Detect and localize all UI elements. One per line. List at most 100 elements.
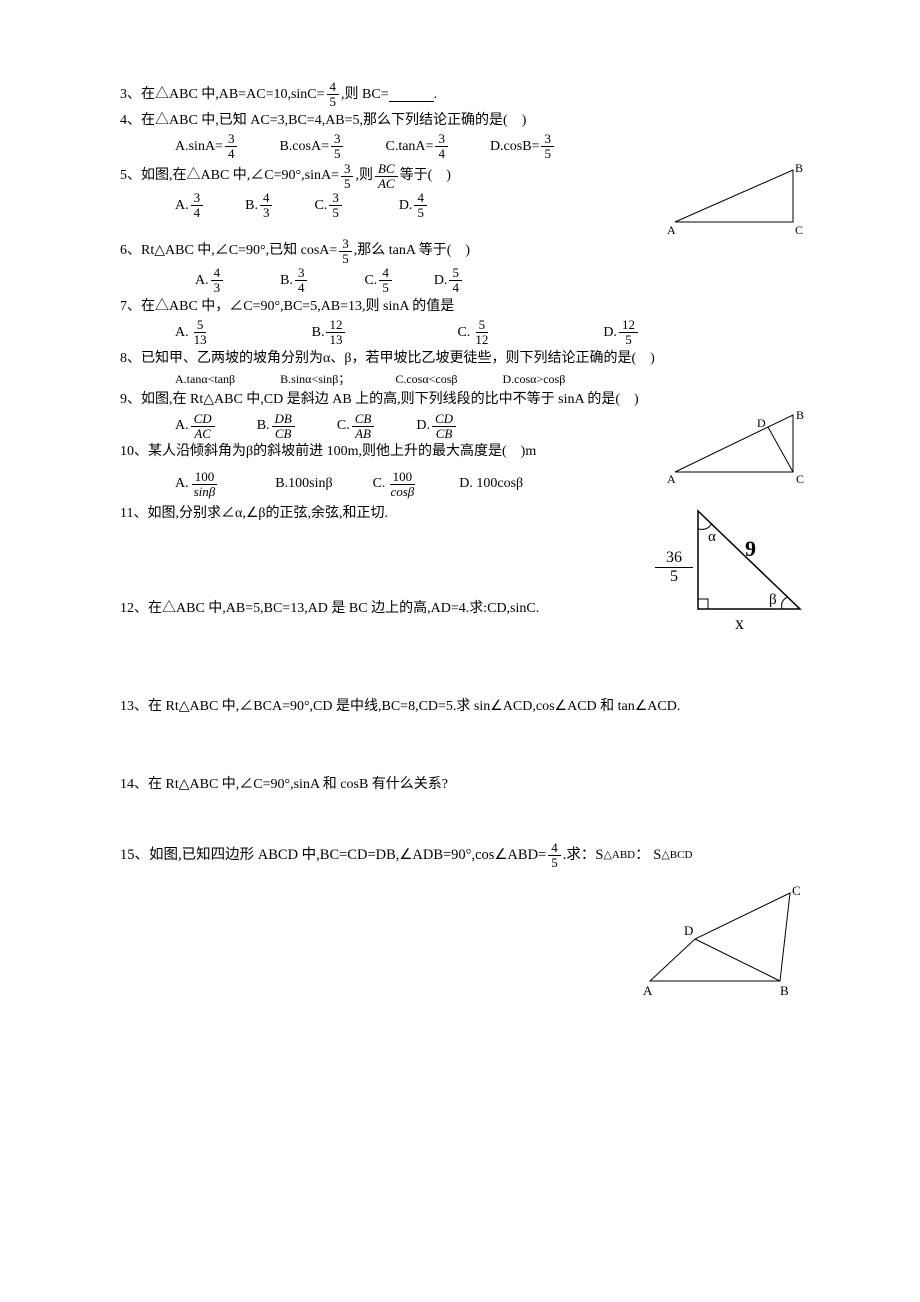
question-11: 11、 如图,分别求∠α,∠β的正弦,余弦,和正切. xyxy=(120,503,640,525)
q11-fig-5: 5 xyxy=(655,568,693,586)
q9-fig-D: D xyxy=(757,416,766,430)
q6-text-a: Rt△ABC 中,∠C=90°,已知 cosA= xyxy=(141,240,337,262)
q9-fig-A: A xyxy=(667,472,676,486)
q9-text: 如图,在 Rt△ABC 中,CD 是斜边 AB 上的高,则下列线段的比中不等于 … xyxy=(141,389,639,411)
q11-num: 11、 xyxy=(120,503,147,525)
q4-opt-c: C.tanA=34 xyxy=(385,132,449,162)
q9-opt-b: B.DBCB xyxy=(257,412,297,442)
q15-sub1: △ABD xyxy=(603,847,635,865)
q10-options: A.100sinβ B.100sinβ C.100cosβ D. 100cosβ xyxy=(175,470,655,500)
q6-options: A.43 B.34 C.45 D.54 xyxy=(195,266,810,296)
question-8: 8、 已知甲、乙两坡的坡角分别为α、β，若甲坡比乙坡更徒些，则下列结论正确的是(… xyxy=(120,348,810,370)
question-9-10-row: 9、 如图,在 Rt△ABC 中,CD 是斜边 AB 上的高,则下列线段的比中不… xyxy=(120,389,810,499)
q4-opt-d: D.cosB=35 xyxy=(490,132,556,162)
q5-opt-a: A.34 xyxy=(175,191,205,221)
question-7: 7、 在△ABC 中，∠C=90°,BC=5,AB=13,则 sinA 的值是 xyxy=(120,296,810,318)
q6-opt-a: A.43 xyxy=(195,266,225,296)
q15-fig-D: D xyxy=(684,923,693,938)
q6-opt-c: C.45 xyxy=(364,266,393,296)
q5-opt-b: B.43 xyxy=(245,191,274,221)
q11-figure: α 9 β x 36 5 xyxy=(650,501,810,641)
question-13: 13、 在 Rt△ABC 中,∠BCA=90°,CD 是中线,BC=8,CD=5… xyxy=(120,696,810,718)
q9-figure: A B C D xyxy=(665,407,810,487)
q5-text-b: ,则 xyxy=(355,165,373,187)
q14-num: 14、 xyxy=(120,774,148,796)
q5-opt-c: C.35 xyxy=(314,191,343,221)
q11-fig-x: x xyxy=(735,613,744,633)
q15-fig-C: C xyxy=(792,883,801,898)
question-12: 12、 在△ABC 中,AB=5,BC=13,AD 是 BC 边上的高,AD=4… xyxy=(120,598,640,620)
q15-figure: A B C D xyxy=(640,881,810,1001)
q3-blank xyxy=(389,87,434,102)
q9-fig-C: C xyxy=(796,472,804,486)
q7-text: 在△ABC 中，∠C=90°,BC=5,AB=13,则 sinA 的值是 xyxy=(141,296,454,318)
q5-opt-d: D.45 xyxy=(399,191,429,221)
q9-num: 9、 xyxy=(120,389,141,411)
q15-fig-B: B xyxy=(780,983,789,998)
q8-opt-a: A.tanα<tanβ xyxy=(175,370,235,389)
q3-frac: 45 xyxy=(327,80,340,110)
q7-opt-d: D. 125 xyxy=(603,318,640,348)
question-3: 3、 在△ABC 中,AB=AC=10,sinC= 45 ,则 BC= . xyxy=(120,80,810,110)
q5-fig-B: B xyxy=(795,162,803,175)
q15-text-a: 如图,已知四边形 ABCD 中,BC=CD=DB,∠ADB=90°,cos∠AB… xyxy=(149,844,546,867)
q12-text: 在△ABC 中,AB=5,BC=13,AD 是 BC 边上的高,AD=4.求:C… xyxy=(148,598,539,620)
q15-fig-A: A xyxy=(643,983,653,998)
q7-opt-b: B. 1213 xyxy=(312,318,348,348)
q8-num: 8、 xyxy=(120,348,141,370)
q11-fig-nine: 9 xyxy=(745,536,756,561)
q11-fig-alpha: α xyxy=(708,529,716,545)
q8-opt-c: C.cosα<cosβ xyxy=(395,370,457,389)
q3-text-c: . xyxy=(434,84,438,106)
q3-text-b: ,则 BC= xyxy=(341,84,389,106)
q4-opt-b: B.cosA=35 xyxy=(279,132,345,162)
q12-num: 12、 xyxy=(120,598,148,620)
q9-opt-d: D.CDCB xyxy=(416,412,458,442)
q15-sub2: △BCD xyxy=(661,847,692,865)
q5-options: A.34 B.43 C.35 D.45 xyxy=(175,191,655,221)
q15-figure-wrap: A B C D xyxy=(120,881,810,1001)
q9-options: A.CDAC B.DBCB C.CBAB D.CDCB xyxy=(175,412,655,442)
question-5: 5、 如图,在△ABC 中,∠C=90°,sinA= 35 ,则 BCAC 等于… xyxy=(120,162,655,221)
q7-options: A. 513 B. 1213 C. 512 D. 125 xyxy=(175,318,810,348)
q15-num: 15、 xyxy=(120,844,149,867)
q15-text-b: .求：S xyxy=(563,844,604,867)
q6-num: 6、 xyxy=(120,240,141,262)
q5-fig-C: C xyxy=(795,223,803,237)
q4-opt-a: A.sinA=34 xyxy=(175,132,239,162)
q15-text-c: ： S xyxy=(635,844,661,867)
q10-num: 10、 xyxy=(120,441,148,463)
q5-text-a: 如图,在△ABC 中,∠C=90°,sinA= xyxy=(141,165,339,187)
q5-fig-A: A xyxy=(667,223,676,237)
question-11-12-row: 11、 如图,分别求∠α,∠β的正弦,余弦,和正切. 12、 在△ABC 中,A… xyxy=(120,499,810,641)
q13-num: 13、 xyxy=(120,696,148,718)
question-10: 10、 某人沿倾斜角为β的斜坡前进 100m,则他上升的最大高度是( )m xyxy=(120,441,655,463)
q4-text: 在△ABC 中,已知 AC=3,BC=4,AB=5,那么下列结论正确的是( ) xyxy=(141,110,526,132)
q6-text-b: ,那么 tanA 等于( ) xyxy=(354,240,470,262)
q10-opt-b: B.100sinβ xyxy=(275,470,332,500)
q3-text-a: 在△ABC 中,AB=AC=10,sinC= xyxy=(141,84,325,106)
q13-text: 在 Rt△ABC 中,∠BCA=90°,CD 是中线,BC=8,CD=5.求 s… xyxy=(148,696,680,718)
q8-opt-b: B.sinα<sinβ； xyxy=(280,370,350,389)
q9-opt-a: A.CDAC xyxy=(175,412,217,442)
question-4: 4、 在△ABC 中,已知 AC=3,BC=4,AB=5,那么下列结论正确的是(… xyxy=(120,110,810,132)
q6-opt-d: D.54 xyxy=(434,266,464,296)
q8-opt-d: D.cosα>cosβ xyxy=(503,370,566,389)
question-9: 9、 如图,在 Rt△ABC 中,CD 是斜边 AB 上的高,则下列线段的比中不… xyxy=(120,389,655,411)
q11-fig-36: 36 xyxy=(655,549,693,568)
q8-options: A.tanα<tanβ B.sinα<sinβ； C.cosα<cosβ D.c… xyxy=(175,370,810,389)
q7-num: 7、 xyxy=(120,296,141,318)
question-14: 14、 在 Rt△ABC 中,∠C=90°,sinA 和 cosB 有什么关系? xyxy=(120,774,810,796)
q3-num: 3、 xyxy=(120,84,141,106)
q10-opt-a: A.100sinβ xyxy=(175,470,220,500)
q8-text: 已知甲、乙两坡的坡角分别为α、β，若甲坡比乙坡更徒些，则下列结论正确的是( ) xyxy=(141,348,655,370)
q7-opt-c: C. 512 xyxy=(457,318,493,348)
question-15: 15、 如图,已知四边形 ABCD 中,BC=CD=DB,∠ADB=90°,co… xyxy=(120,841,810,871)
q9-opt-c: C.CBAB xyxy=(337,412,376,442)
q14-text: 在 Rt△ABC 中,∠C=90°,sinA 和 cosB 有什么关系? xyxy=(148,774,448,796)
q5-text-c: 等于( ) xyxy=(400,165,451,187)
q11-text: 如图,分别求∠α,∠β的正弦,余弦,和正切. xyxy=(147,503,388,525)
q5-figure: A B C xyxy=(665,162,810,237)
q9-fig-B: B xyxy=(796,408,804,422)
q7-opt-a: A. 513 xyxy=(175,318,212,348)
